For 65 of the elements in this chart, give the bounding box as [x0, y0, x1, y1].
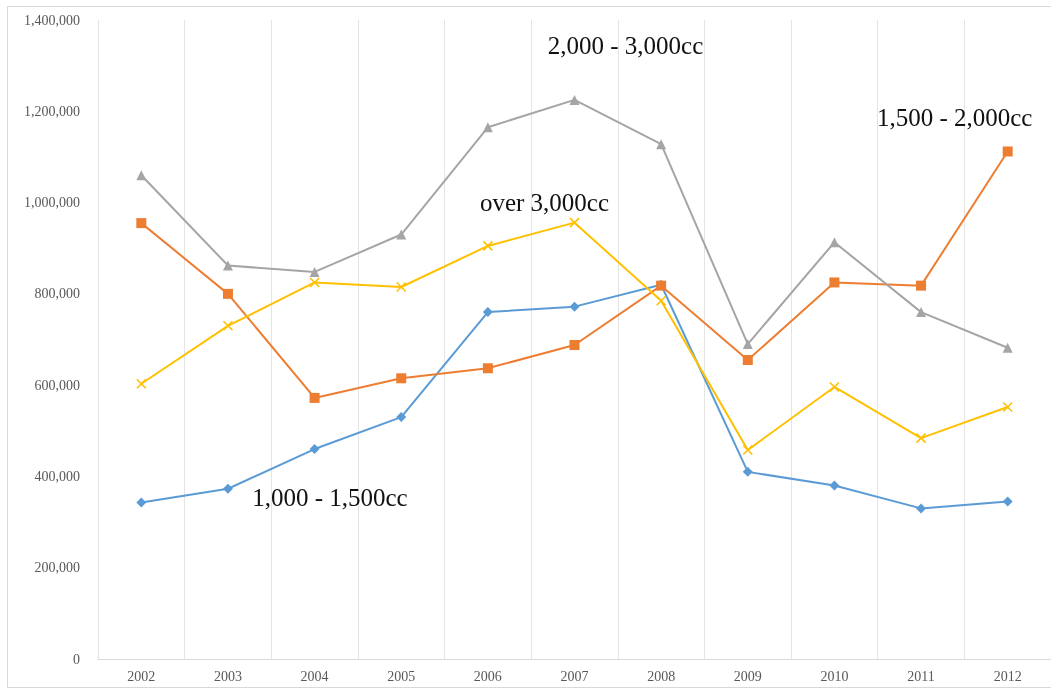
y-tick-label: 600,000: [34, 377, 80, 393]
point: [396, 229, 407, 240]
point: [1002, 342, 1013, 353]
point: [915, 432, 927, 444]
x-tick-label: 2008: [647, 668, 676, 684]
x-tick-label: 2012: [993, 668, 1022, 684]
x-tick-label: 2002: [127, 668, 156, 684]
point: [916, 503, 927, 514]
x-tick-label: 2011: [907, 668, 935, 684]
y-tick-label: 1,400,000: [24, 12, 80, 28]
point: [742, 466, 753, 477]
point: [136, 378, 147, 390]
point: [396, 412, 407, 423]
point: [222, 288, 233, 299]
point: [829, 277, 840, 288]
y-tick-label: 1,000,000: [24, 195, 80, 211]
point: [136, 170, 147, 181]
y-tick-label: 1,200,000: [24, 103, 80, 119]
series-label: over 3,000cc: [479, 189, 610, 217]
x-tick-label: 2003: [213, 668, 242, 684]
point: [742, 355, 753, 366]
series-label: 2,000 - 3,000cc: [547, 32, 704, 60]
point: [916, 307, 927, 318]
point: [829, 237, 840, 248]
series-label: 1,500 - 2,000cc: [876, 103, 1033, 131]
point: [829, 381, 840, 393]
x-tick-label: 2004: [300, 668, 329, 684]
point: [742, 339, 753, 350]
x-tick-label: 2010: [820, 668, 849, 684]
point: [482, 363, 493, 374]
y-tick-label: 800,000: [34, 286, 80, 302]
y-tick-label: 200,000: [34, 560, 80, 576]
point: [482, 240, 494, 252]
point: [569, 339, 580, 350]
point: [309, 277, 320, 288]
point: [656, 139, 667, 150]
point: [222, 260, 233, 271]
point: [309, 392, 320, 403]
point: [222, 483, 233, 494]
point: [742, 444, 754, 456]
series-label: 1,000 - 1,500cc: [252, 484, 408, 512]
point: [655, 295, 667, 306]
y-tick-label: 400,000: [34, 468, 80, 484]
point: [1002, 401, 1013, 413]
x-tick-label: 2009: [733, 668, 762, 684]
x-tick-label: 2006: [473, 668, 502, 684]
point: [309, 266, 320, 277]
x-tick-label: 2007: [560, 668, 589, 684]
point: [136, 497, 147, 508]
point: [222, 320, 234, 332]
point: [569, 301, 580, 312]
point: [829, 480, 840, 491]
point: [1002, 496, 1013, 507]
point: [916, 280, 927, 291]
point: [395, 281, 407, 293]
point: [482, 122, 493, 133]
point: [569, 217, 580, 228]
point: [1002, 146, 1013, 157]
point: [482, 307, 493, 318]
point: [396, 373, 407, 384]
point: [136, 218, 147, 229]
point: [309, 444, 320, 455]
point: [569, 94, 580, 105]
x-tick-label: 2005: [387, 668, 416, 684]
y-tick-label: 0: [73, 651, 80, 667]
